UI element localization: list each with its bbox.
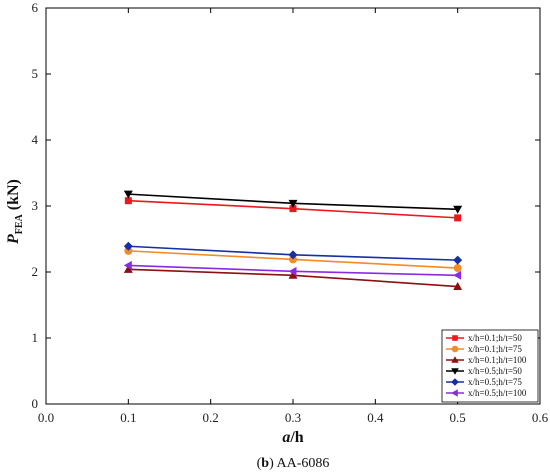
x-tick-label: 0.2 [203,410,219,425]
y-tick-label: 0 [32,396,39,411]
data-point [288,270,298,279]
data-point [123,190,133,199]
plot-area: 0.0 0.1 0.2 0.3 0.4 0.5 0.6 0 1 2 3 4 5 6 [32,0,549,425]
y-axis-title-sub: FEA [14,213,25,234]
legend-item: x/h=0.1;h/t=100 [446,355,527,365]
axis-ticks: 0.0 0.1 0.2 0.3 0.4 0.5 0.6 0 1 2 3 4 5 6 [32,0,549,425]
legend-item: x/h=0.1;h/t=75 [446,344,522,354]
legend-marker [452,335,458,341]
series [123,190,463,214]
y-axis-title-unit: (kN) [5,179,22,214]
legend-item: x/h=0.5;h/t=100 [446,388,527,398]
y-tick-label: 6 [32,0,39,15]
data-point [454,214,462,222]
data-point [289,205,297,213]
data-point [453,255,463,265]
figure-caption: (b) AA-6086 [257,456,330,471]
data-point [123,264,133,273]
data-point [453,264,462,273]
series [123,260,462,280]
x-axis-title-rest: /h [289,429,303,446]
data-point [288,266,297,276]
legend-box [441,329,539,403]
data-point [453,282,463,291]
caption-close: ) [269,456,274,471]
x-tick-label: 0.4 [367,410,384,425]
data-point [124,246,133,255]
legend-marker [451,378,459,386]
caption-bold: b [261,456,269,471]
legend-label: x/h=0.5;h/t=50 [468,366,522,376]
series [123,264,463,291]
data-point [124,197,132,205]
data-point [453,205,463,214]
data-point [453,270,462,280]
y-tick-label: 3 [32,198,39,213]
legend-label: x/h=0.1;h/t=100 [468,355,527,365]
data-point [288,250,298,260]
series [123,241,463,265]
y-tick-label: 5 [32,66,39,81]
legend-label: x/h=0.1;h/t=75 [468,344,522,354]
legend-marker [451,345,459,353]
legend-item: x/h=0.5;h/t=50 [446,366,522,376]
y-axis-title: PFEA (kN) [5,179,25,245]
x-tick-label: 0.3 [285,410,301,425]
legend-item: x/h=0.1;h/t=50 [446,333,522,343]
legend-label: x/h=0.1;h/t=50 [468,333,522,343]
y-tick-label: 1 [32,330,39,345]
legend-item: x/h=0.5;h/t=75 [446,377,522,387]
legend-label: x/h=0.5;h/t=75 [468,377,522,387]
legend-marker [451,389,458,397]
legend-label: x/h=0.5;h/t=100 [468,388,527,398]
y-tick-label: 2 [32,264,39,279]
x-tick-label: 0.0 [38,410,54,425]
data-point [289,255,297,264]
data-point [123,241,133,251]
series [124,197,462,222]
data-point [123,260,132,270]
x-axis-title-italic: a [282,429,290,446]
y-tick-label: 4 [32,132,39,147]
y-axis-title-main: P [5,234,22,245]
series-layer [123,190,463,291]
legend-marker [451,368,459,375]
x-tick-label: 0.1 [120,410,136,425]
caption-rest: AA-6086 [274,456,330,471]
x-tick-label: 0.5 [450,410,466,425]
legend: x/h=0.1;h/t=50x/h=0.1;h/t=75x/h=0.1;h/t=… [441,329,539,403]
x-axis-title: a/h [282,429,303,446]
caption-open: ( [257,456,262,471]
series [124,246,462,273]
data-point [288,199,298,208]
x-tick-label: 0.6 [532,410,549,425]
legend-marker [451,356,459,363]
